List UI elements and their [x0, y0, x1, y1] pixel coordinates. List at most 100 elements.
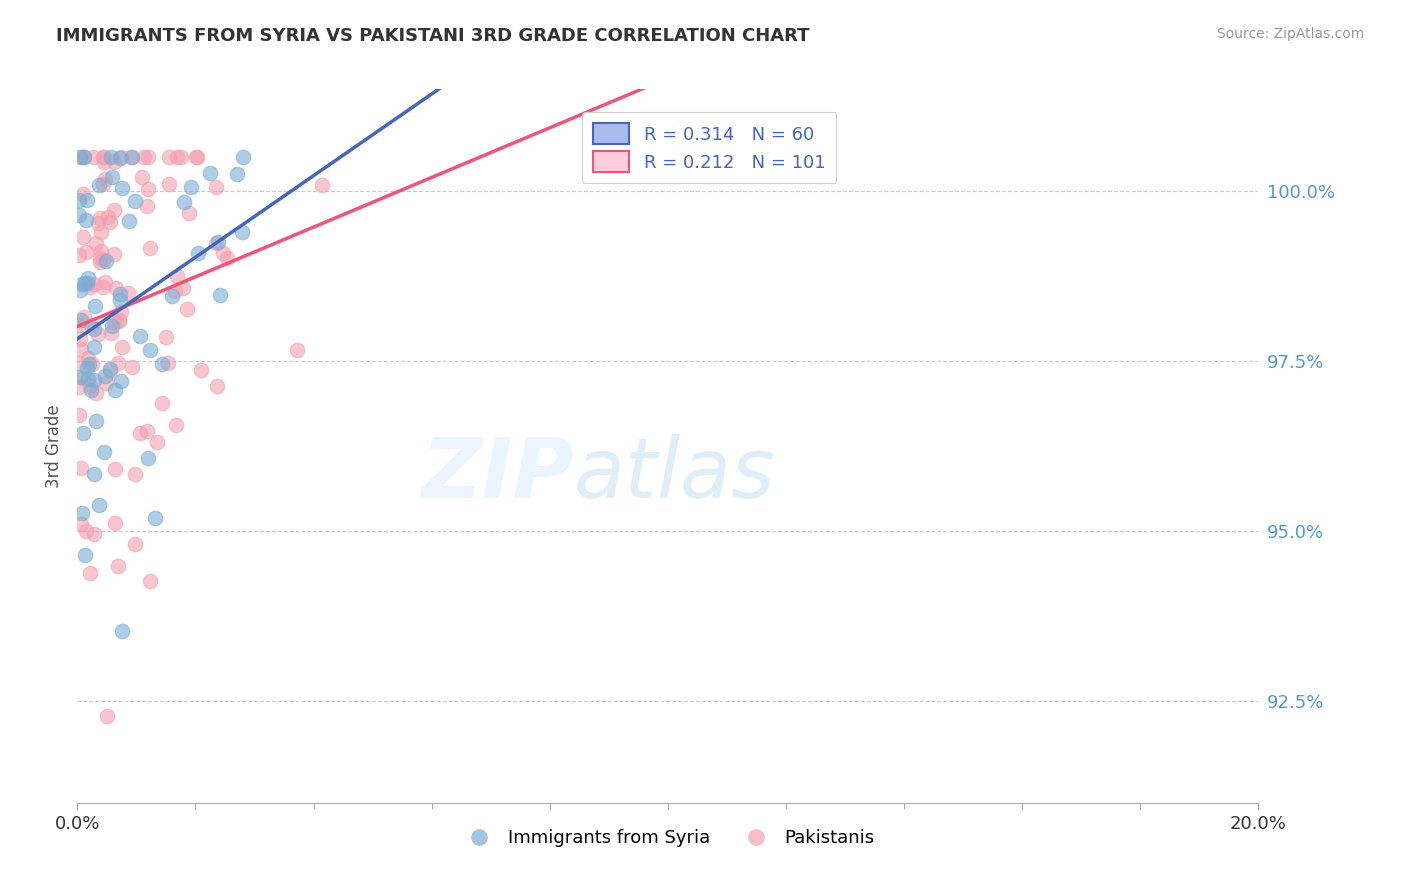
Point — [69, 150, 91, 164]
Point — [72, 187, 94, 202]
Text: IMMIGRANTS FROM SYRIA VS PAKISTANI 3RD GRADE CORRELATION CHART: IMMIGRANTS FROM SYRIA VS PAKISTANI 3RD G… — [56, 27, 810, 45]
Point — [70, 150, 93, 164]
Point — [285, 343, 308, 357]
Point — [110, 624, 132, 639]
Point — [75, 548, 97, 562]
Point — [83, 321, 105, 335]
Point — [205, 235, 228, 250]
Point — [170, 150, 193, 164]
Point — [69, 283, 91, 297]
Point — [150, 396, 173, 410]
Point — [73, 150, 96, 164]
Point — [111, 340, 134, 354]
Point — [311, 178, 333, 193]
Point — [91, 150, 114, 164]
Point — [83, 467, 105, 481]
Point — [73, 150, 96, 164]
Point — [117, 213, 139, 227]
Point — [139, 343, 162, 358]
Point — [157, 177, 180, 191]
Point — [104, 516, 127, 531]
Point — [67, 409, 90, 423]
Point — [110, 151, 132, 165]
Point — [67, 194, 90, 208]
Point — [80, 357, 103, 371]
Point — [72, 229, 94, 244]
Point — [176, 301, 198, 316]
Point — [93, 368, 115, 383]
Point — [232, 150, 254, 164]
Point — [215, 252, 238, 266]
Point — [146, 435, 169, 450]
Point — [163, 285, 186, 299]
Point — [136, 199, 159, 213]
Point — [190, 363, 212, 377]
Point — [101, 318, 124, 333]
Point — [173, 194, 195, 209]
Text: Source: ZipAtlas.com: Source: ZipAtlas.com — [1216, 27, 1364, 41]
Text: atlas: atlas — [574, 434, 775, 515]
Point — [139, 241, 162, 255]
Point — [70, 343, 93, 357]
Point — [72, 370, 94, 384]
Point — [107, 559, 129, 574]
Point — [69, 369, 91, 384]
Point — [208, 288, 231, 302]
Point — [101, 170, 124, 185]
Point — [104, 462, 127, 476]
Point — [76, 372, 98, 386]
Point — [73, 310, 96, 324]
Point — [87, 327, 110, 342]
Point — [136, 450, 159, 465]
Point — [205, 180, 228, 194]
Point — [94, 275, 117, 289]
Point — [94, 254, 117, 268]
Point — [83, 340, 105, 354]
Point — [93, 150, 115, 164]
Point — [89, 254, 111, 268]
Point — [166, 150, 188, 164]
Point — [72, 426, 94, 441]
Point — [84, 299, 107, 313]
Point — [110, 305, 132, 319]
Point — [89, 211, 111, 225]
Point — [145, 511, 167, 525]
Point — [212, 246, 235, 260]
Point — [165, 417, 187, 432]
Point — [70, 277, 93, 291]
Y-axis label: 3rd Grade: 3rd Grade — [45, 404, 63, 488]
Point — [162, 289, 184, 303]
Point — [110, 375, 132, 389]
Point — [131, 169, 153, 184]
Point — [172, 281, 194, 295]
Point — [124, 467, 146, 481]
Point — [104, 384, 127, 398]
Point — [79, 379, 101, 393]
Point — [157, 150, 180, 164]
Point — [103, 154, 125, 169]
Point — [83, 527, 105, 541]
Point — [76, 271, 98, 285]
Point — [111, 181, 134, 195]
Point — [83, 277, 105, 291]
Point — [87, 178, 110, 192]
Point — [121, 359, 143, 374]
Point — [110, 150, 132, 164]
Point — [129, 425, 152, 440]
Point — [198, 166, 221, 180]
Point — [76, 360, 98, 375]
Point — [231, 225, 253, 239]
Point — [82, 150, 104, 164]
Point — [90, 244, 112, 258]
Point — [138, 574, 160, 588]
Text: ZIP: ZIP — [420, 434, 574, 515]
Point — [67, 208, 90, 222]
Point — [90, 226, 112, 240]
Point — [76, 244, 98, 259]
Point — [98, 364, 121, 378]
Point — [155, 330, 177, 344]
Point — [134, 150, 156, 164]
Point — [79, 566, 101, 580]
Point — [98, 362, 121, 376]
Point — [121, 150, 143, 164]
